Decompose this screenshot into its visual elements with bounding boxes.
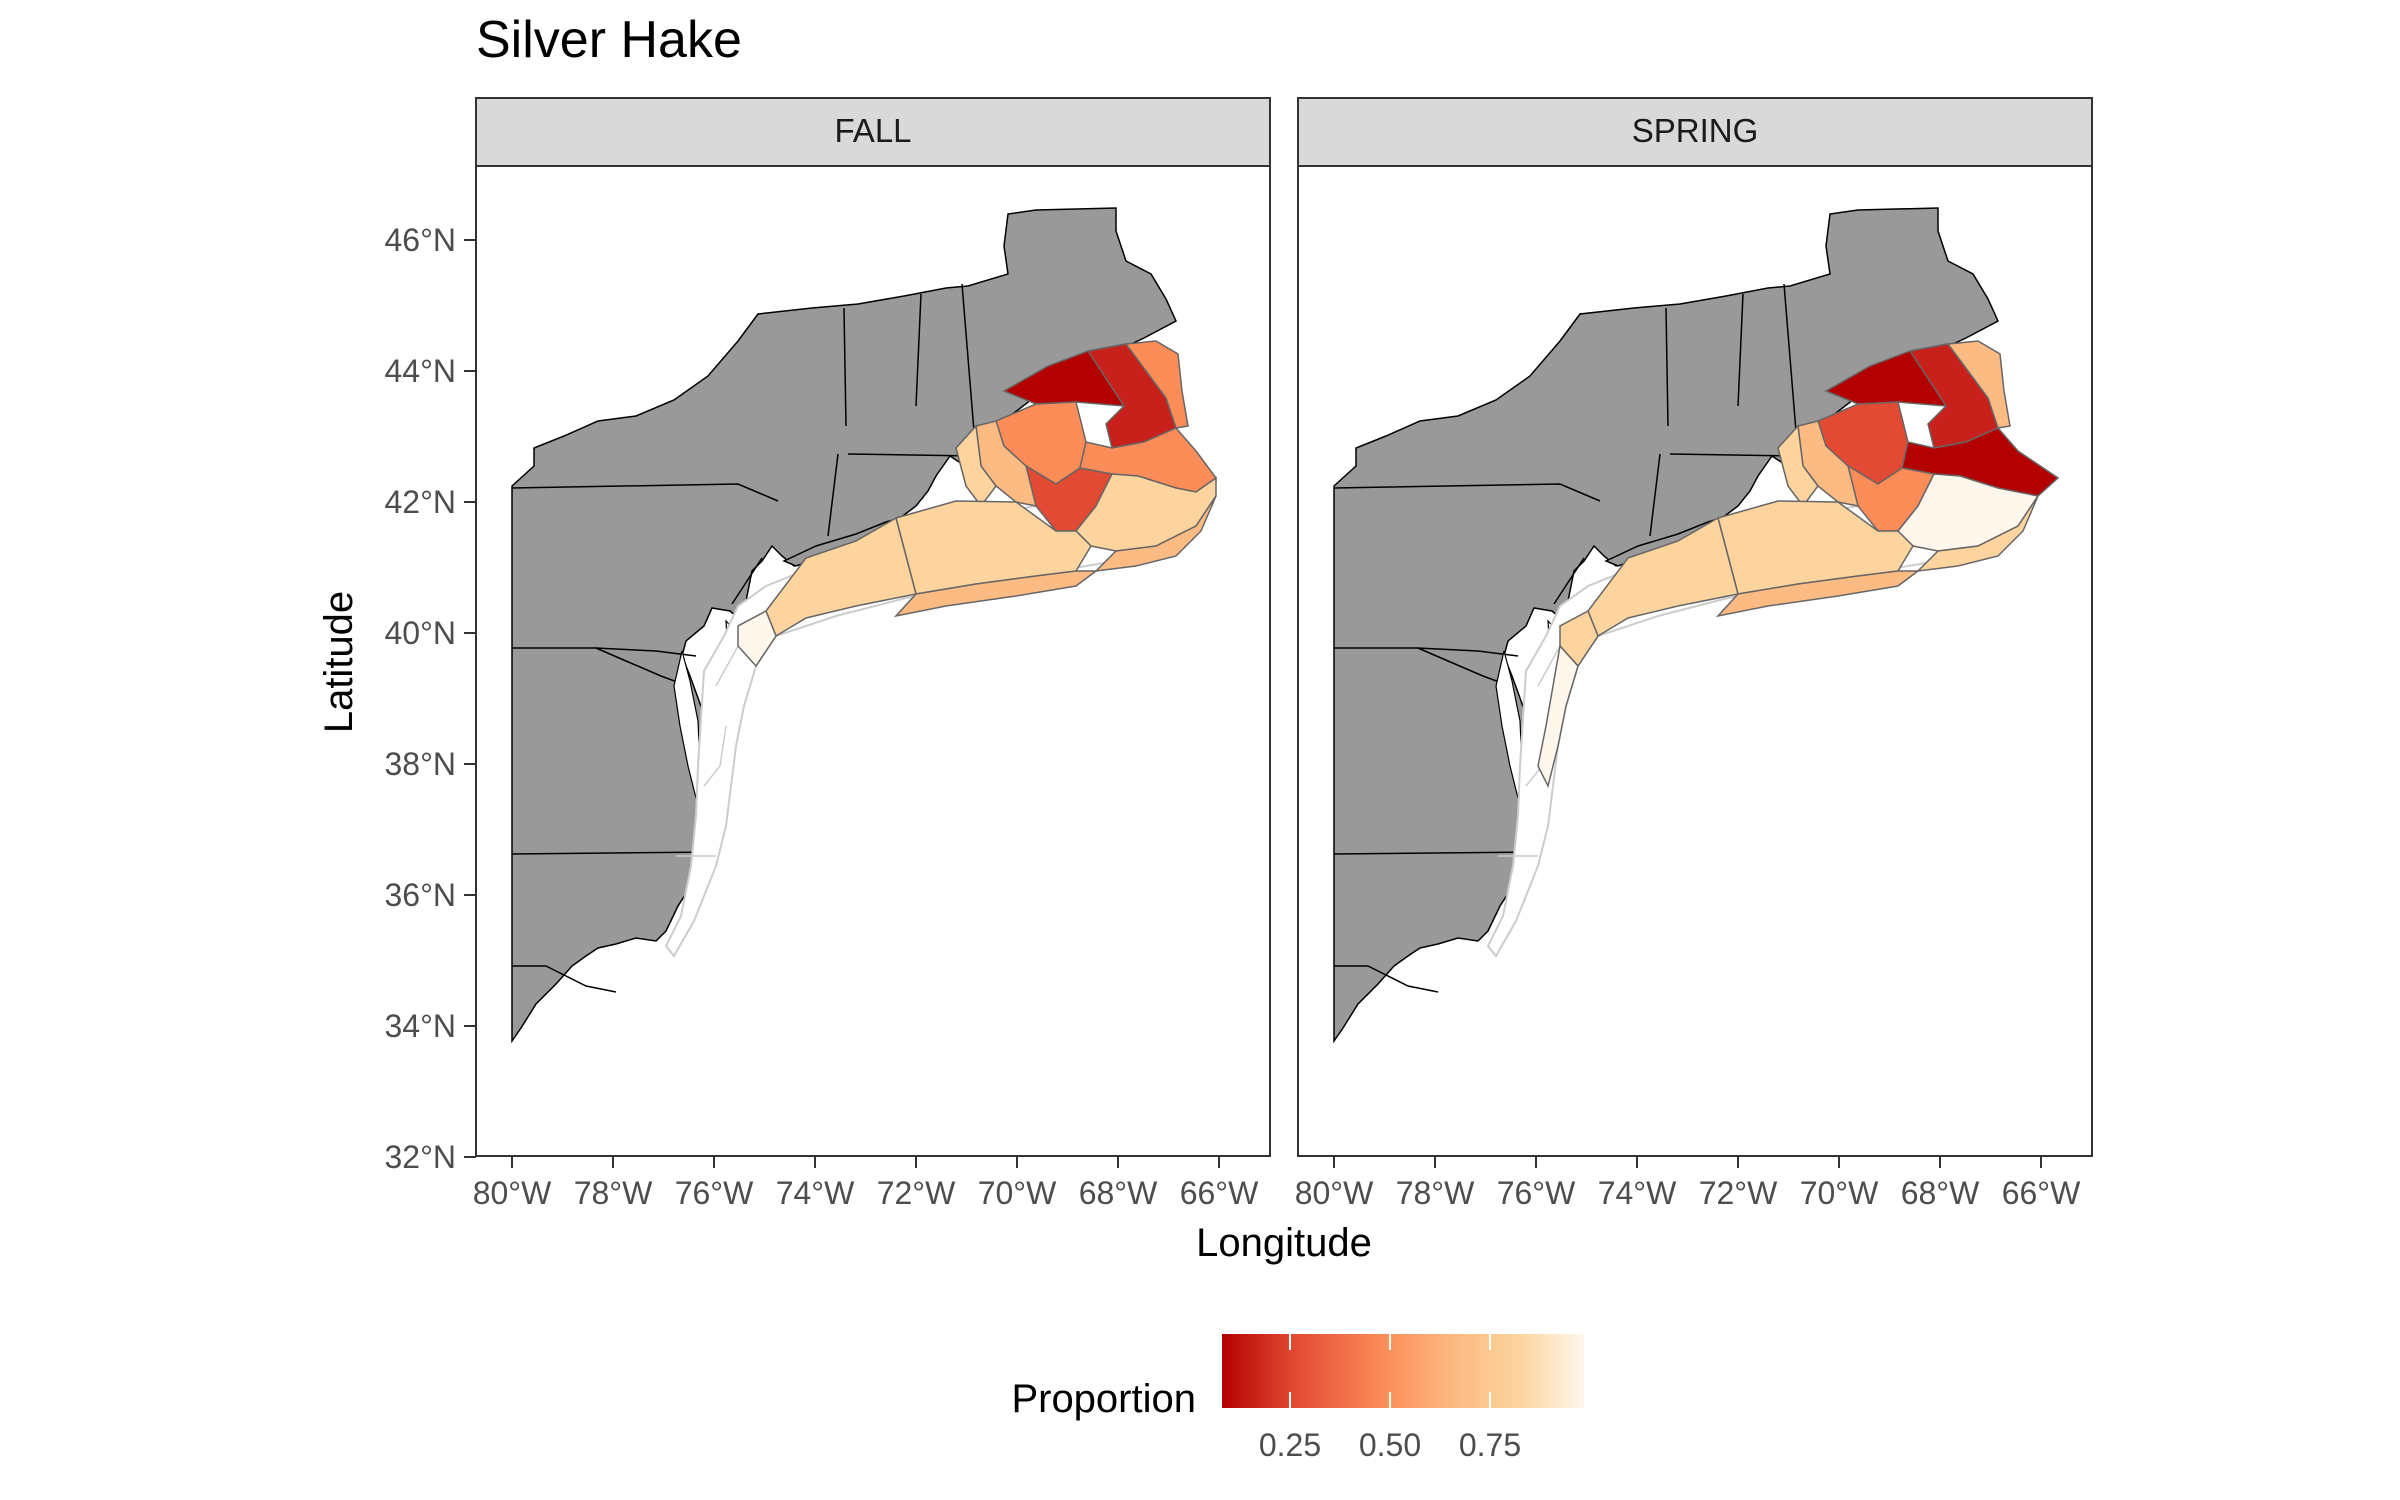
- x-tick-label: 68°W: [1901, 1175, 1980, 1211]
- x-tick-label: 78°W: [574, 1175, 653, 1211]
- x-tick-label: 80°W: [1295, 1175, 1374, 1211]
- strata-spring: [1537, 340, 2060, 789]
- y-tick-label: 34°N: [385, 1008, 457, 1044]
- y-tick-label: 32°N: [385, 1139, 457, 1175]
- y-tick-label: 46°N: [385, 222, 457, 258]
- x-tick-label: 72°W: [1699, 1175, 1778, 1211]
- strata-fall: [737, 340, 1218, 668]
- legend-title: Proportion: [1011, 1377, 1196, 1421]
- x-tick-label: 74°W: [1598, 1175, 1677, 1211]
- strip-label-fall: FALL: [834, 112, 911, 149]
- chart-title: Silver Hake: [476, 11, 742, 69]
- x-tick-label: 70°W: [978, 1175, 1057, 1211]
- legend-tick-label: 0.25: [1259, 1427, 1321, 1463]
- x-tick-label: 78°W: [1396, 1175, 1475, 1211]
- x-tick-label: 76°W: [1497, 1175, 1576, 1211]
- legend: Proportion 0.25 0.50 0.75: [1011, 1334, 1584, 1463]
- x-axis: 80°W 78°W 76°W 74°W 72°W 70°W 68°W 66°W 80°W 78°W…: [473, 1156, 2081, 1211]
- x-tick-label: 70°W: [1800, 1175, 1879, 1211]
- x-tick-label: 80°W: [473, 1175, 552, 1211]
- y-tick-label: 38°N: [385, 746, 457, 782]
- map-panel-fall: [476, 166, 1270, 1156]
- strip-fall: [475, 97, 1271, 167]
- strip-label-spring: SPRING: [1632, 112, 1759, 149]
- x-tick-label: 68°W: [1079, 1175, 1158, 1211]
- y-tick-label: 40°N: [385, 615, 457, 651]
- facet-spring: SPRING: [1297, 97, 2093, 1157]
- x-tick-label: 74°W: [776, 1175, 855, 1211]
- facet-fall: FALL: [475, 97, 1271, 1157]
- x-tick-label: 72°W: [877, 1175, 956, 1211]
- y-tick-label: 36°N: [385, 877, 457, 913]
- legend-tick-label: 0.50: [1359, 1427, 1421, 1463]
- y-tick-label: 42°N: [385, 484, 457, 520]
- legend-tick-label: 0.75: [1459, 1427, 1521, 1463]
- x-tick-label: 66°W: [2002, 1175, 2081, 1211]
- panel-border-spring: [1297, 165, 2093, 1157]
- x-axis-title: Longitude: [1196, 1221, 1372, 1265]
- y-tick-label: 44°N: [385, 353, 457, 389]
- legend-colorbar: [1222, 1334, 1584, 1408]
- map-panel-spring: [1298, 166, 2092, 1156]
- y-axis: 46°N 44°N 42°N 40°N 38°N 36°N 34°N 32°N: [385, 222, 476, 1175]
- x-tick-label: 66°W: [1180, 1175, 1259, 1211]
- panel-border-fall: [475, 165, 1271, 1157]
- y-axis-title: Latitude: [317, 591, 361, 733]
- x-tick-label: 76°W: [675, 1175, 754, 1211]
